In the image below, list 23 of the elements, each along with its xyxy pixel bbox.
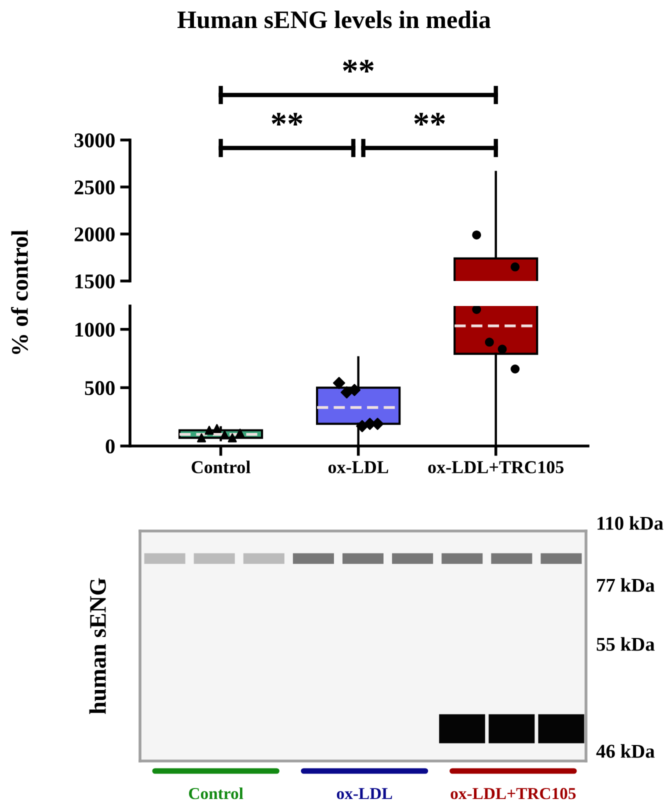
category-label: ox-LDL+TRC105 [450, 788, 576, 800]
text: 55 kDa [596, 637, 655, 651]
y-tick-label: 2500 [74, 180, 115, 194]
category-label: ox-LDL [336, 788, 392, 800]
x-tick-label: ox-LDL+TRC105 [428, 461, 564, 474]
x-tick-label: Control [192, 460, 250, 474]
x-tick-label: ox-LDL [328, 461, 388, 474]
y-tick-label: 1500 [75, 274, 115, 288]
category-label: Control [189, 787, 244, 800]
y-tick-label: 3000 [74, 133, 115, 148]
text: 110 kDa [598, 516, 664, 530]
y-tick-label: 1000 [75, 322, 115, 337]
text: ** [272, 112, 302, 126]
y-tick-label: 500 [85, 381, 115, 396]
text: 77 kDa [597, 578, 655, 592]
text: human sENG [89, 578, 106, 714]
text: 46 kDa [596, 744, 655, 758]
text: ** [414, 112, 445, 126]
y-axis-title: % of control [11, 230, 28, 354]
y-tick-label: 2000 [74, 227, 115, 242]
text: ** [343, 60, 374, 72]
y-tick-label: 0 [106, 439, 115, 454]
chart-title: Human sENG levels in media [177, 10, 491, 28]
